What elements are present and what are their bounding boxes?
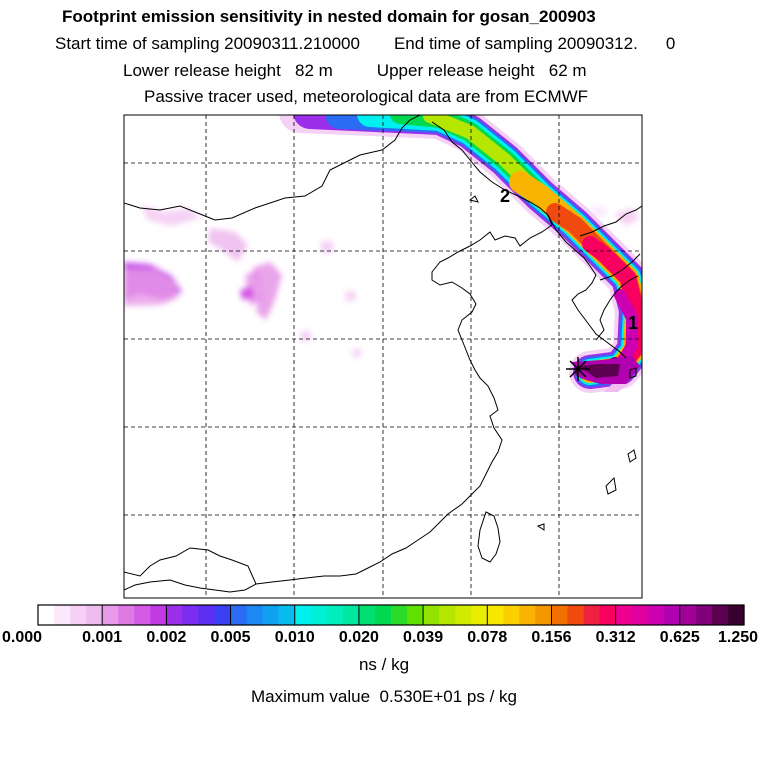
- colorbar-tick-label: 0.001: [82, 629, 123, 646]
- colorbar-tick-label: 0.039: [403, 629, 444, 646]
- colorbar-cell: [374, 605, 392, 625]
- colorbar-cell: [342, 605, 360, 625]
- colorbar-cell: [102, 605, 119, 625]
- plume-marker-1: 1: [628, 313, 639, 333]
- colorbar-cell: [471, 605, 488, 625]
- colorbar-tick-label: 0.312: [595, 629, 636, 646]
- colorbar-cells: [38, 605, 745, 625]
- colorbar-cell: [599, 605, 617, 625]
- colorbar-frame: [37, 604, 745, 626]
- release-height-line: Lower release height 82 m Upper release h…: [123, 61, 587, 81]
- colorbar-cell: [535, 605, 553, 625]
- colorbar-tick-label: 0.625: [659, 629, 700, 646]
- colorbar-cell: [423, 605, 440, 625]
- colorbar-cell: [358, 605, 376, 625]
- colorbar-tick-label: 0.002: [146, 629, 187, 646]
- colorbar-cell: [38, 605, 55, 625]
- maximum-value-line: Maximum value 0.530E+01 ps / kg: [251, 687, 517, 707]
- colorbar-cell: [663, 605, 681, 625]
- colorbar-cell: [615, 605, 633, 625]
- map-area: [124, 115, 642, 598]
- colorbar-cell: [439, 605, 456, 625]
- colorbar-cell: [198, 605, 216, 625]
- plume-marker-2: 2: [500, 186, 511, 206]
- colorbar-cell: [134, 605, 151, 625]
- colorbar-cell: [262, 605, 280, 625]
- start-time-value: 20090311.210000: [224, 34, 360, 53]
- colorbar-cell: [214, 605, 232, 625]
- sampling-time-line: Start time of sampling 20090311.210000 En…: [55, 34, 675, 54]
- colorbar-tick-label: 0.020: [338, 629, 379, 646]
- colorbar-units: ns / kg: [358, 655, 410, 674]
- colorbar-cell: [70, 605, 87, 625]
- colorbar-tick-label: 0.078: [467, 629, 508, 646]
- upper-height-label: Upper release height: [376, 61, 535, 80]
- map-frame: [123, 114, 643, 599]
- colorbar-cell: [503, 605, 520, 625]
- colorbar-tick-label: 0.000: [1, 629, 43, 646]
- colorbar-cell: [583, 605, 601, 625]
- receptor-star-icon: [566, 357, 590, 381]
- colorbar-cell: [86, 605, 103, 625]
- colorbar-cell: [182, 605, 200, 625]
- colorbar-cell: [567, 605, 585, 625]
- colorbar-cell: [455, 605, 472, 625]
- end-time-suffix: 0: [665, 34, 676, 53]
- colorbar-tick-label: 0.010: [274, 629, 315, 646]
- colorbar-cell: [118, 605, 135, 625]
- colorbar-cell: [54, 605, 71, 625]
- colorbar-cell: [695, 605, 713, 625]
- emission-plume: [279, 115, 642, 393]
- plot-title: Footprint emission sensitivity in nested…: [62, 7, 596, 26]
- colorbar-cell: [246, 605, 264, 625]
- colorbar-tick-label: 1.250: [717, 629, 759, 646]
- colorbar-cell: [391, 605, 408, 625]
- colorbar-cell: [407, 605, 424, 625]
- colorbar-cell: [711, 605, 729, 625]
- start-time-label: Start time of sampling: [55, 34, 220, 53]
- colorbar-cell: [150, 605, 167, 625]
- colorbar-cell: [294, 605, 312, 625]
- upper-height-value: 62 m: [548, 61, 587, 80]
- coastlines: [124, 115, 642, 593]
- lower-height-value: 82 m: [295, 61, 333, 80]
- colorbar-cell: [166, 605, 184, 625]
- end-time-value: 20090312.: [557, 34, 638, 53]
- colorbar-cell: [727, 605, 745, 625]
- colorbar-cell: [230, 605, 248, 625]
- colorbar-cell: [519, 605, 537, 625]
- end-time-label: End time of sampling: [393, 34, 553, 53]
- colorbar-cell: [278, 605, 296, 625]
- colorbar-tick-label: 0.005: [210, 629, 251, 646]
- colorbar-tick-label: 0.156: [531, 629, 572, 646]
- lower-height-label: Lower release height: [123, 61, 281, 80]
- colorbar-cell: [487, 605, 504, 625]
- colorbar-cell: [647, 605, 665, 625]
- maximum-value-label: Maximum value: [250, 687, 371, 706]
- tracer-note: Passive tracer used, meteorological data…: [144, 87, 589, 106]
- colorbar-cell: [326, 605, 344, 625]
- graticule: [124, 115, 642, 598]
- colorbar-cell: [631, 605, 649, 625]
- colorbar-cell: [551, 605, 569, 625]
- colorbar-cell: [679, 605, 697, 625]
- colorbar-cell: [310, 605, 328, 625]
- maximum-value: 0.530E+01 ps / kg: [379, 687, 518, 706]
- low-sensitivity-patches: [124, 205, 640, 358]
